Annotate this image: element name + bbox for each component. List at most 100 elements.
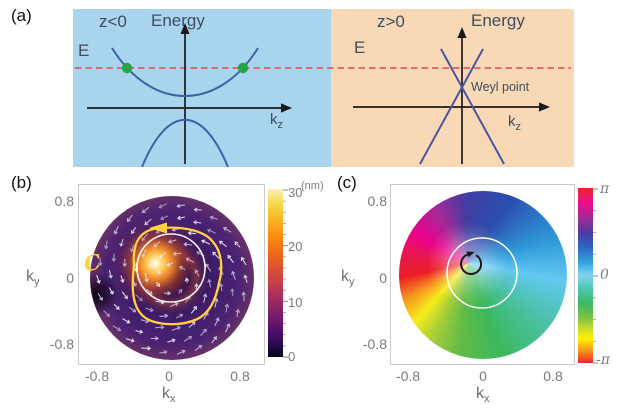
quiver-arrow [176,215,185,221]
contour-direction-arrowhead [149,222,167,234]
quiver-arrow [145,307,154,313]
right-energy-axis-arrowhead [457,27,467,38]
quiver-arrow [126,214,133,223]
panel-c-xtick-1: 0 [479,368,487,384]
panel-b-amplitude-disk [90,196,254,360]
quiver-arrow [130,244,135,253]
panel-a-right-region-label: z>0 [377,12,405,31]
quiver-arrow [103,240,109,250]
panel-c-plot-area [390,184,575,365]
quiver-arrow [218,282,224,291]
quiver-arrow [243,274,248,283]
quiver-arrow [234,241,241,248]
panel-a-left-fermi-label: E [78,41,90,60]
panel-a-left-background [73,9,331,167]
panel-c-phase-disk [399,191,567,359]
panel-b-xtick-2: 0.8 [230,368,250,384]
quiver-arrow [150,336,159,341]
panel-b-plot-area [78,184,265,365]
panel-b-colorbar-ticks [283,189,288,358]
quiver-arrow [240,256,247,266]
quiver-arrow [176,203,185,209]
quiver-arrow [125,338,135,343]
panel-c-white-circle [446,237,518,309]
weyl-projection-dot-left [121,62,133,74]
panel-b-colorbar [268,189,283,357]
panel-a-diagram [75,23,571,168]
quiver-arrow [224,303,230,313]
panel-c-cbtick-pi: π [600,181,610,197]
weyl-cone-line-1 [440,48,505,165]
quiver-arrow [128,306,137,313]
quiver-arrow [155,325,165,330]
quiver-arrow [131,227,137,235]
panel-c-colorbar [578,188,593,363]
quiver-arrow [230,288,235,297]
quiver-arrow [209,215,218,220]
panel-b-cbtick-0: 0 [288,349,296,364]
panel-a-right-background [331,9,574,167]
quiver-arrow [231,270,236,280]
quiver-arrow [158,251,167,259]
panel-c-cbtick-negpi: -π [596,352,610,368]
quiver-arrow [97,257,103,267]
panel-b-cbtick-30: 30 [288,185,303,200]
quiver-arrow [205,263,212,272]
quiver-arrow [227,254,234,264]
left-lower-band-curve [141,118,229,168]
quiver-arrow [202,293,208,303]
quiver-arrow [108,269,113,279]
quiver-arrow [121,291,128,300]
quiver-arrow [141,206,150,214]
quiver-arrow [164,290,172,296]
quiver-arrow [112,325,122,332]
quiver-arrow [113,303,120,310]
kx-sub: x [170,393,176,406]
ky-sub: y [349,276,355,289]
panel-c-xtick-0: -0.8 [395,368,421,384]
quiver-arrow [135,329,144,334]
quiver-arrow [172,251,182,256]
kx-base: k [476,385,484,402]
quiver-arrow [193,220,202,225]
quiver-arrow [148,259,153,269]
panel-c-ytick-0: 0.8 [367,193,387,209]
quiver-arrow [158,203,168,209]
panel-c-colorbar-ticks [593,188,598,364]
panel-b-xtick-1: 0 [165,368,173,384]
quiver-arrow [119,238,124,247]
quiver-arrow [185,257,195,263]
quiver-arrow [169,302,179,308]
quiver-arrow [159,349,168,355]
quiver-arrow [187,230,196,236]
quiver-arrow [193,207,202,212]
quiver-arrow [194,269,200,277]
quiver-arrow [207,278,212,288]
right-kz-axis-arrowhead [539,102,550,112]
panel-b-label: (b) [11,173,32,192]
left-kz-axis-arrowhead [281,103,292,113]
ky-base: k [341,268,349,285]
quiver-arrow [225,323,231,333]
quiver-arrow [141,249,147,258]
quiver-arrow [160,215,169,221]
quiver-arrow [166,262,174,267]
quiver-arrow [241,291,246,302]
quiver-arrow [122,318,131,324]
panel-b-colorbar-unit: (nm) [301,180,324,192]
panel-b-ylabel: ky [26,268,40,288]
quiver-arrow [153,241,161,248]
quiver-arrow [214,317,220,327]
panel-b-cbtick-10: 10 [288,295,303,310]
quiver-arrow [212,251,220,259]
kz-base: k [508,113,516,130]
panel-b-overlay [96,203,248,355]
quiver-arrow [178,265,186,271]
panel-b-xlabel: kx [162,385,176,405]
quiver-arrow [188,321,196,328]
quiver-arrow [200,328,207,336]
quiver-arrow [206,228,217,234]
quiver-arrows [96,203,248,355]
quiver-arrow [156,268,162,276]
